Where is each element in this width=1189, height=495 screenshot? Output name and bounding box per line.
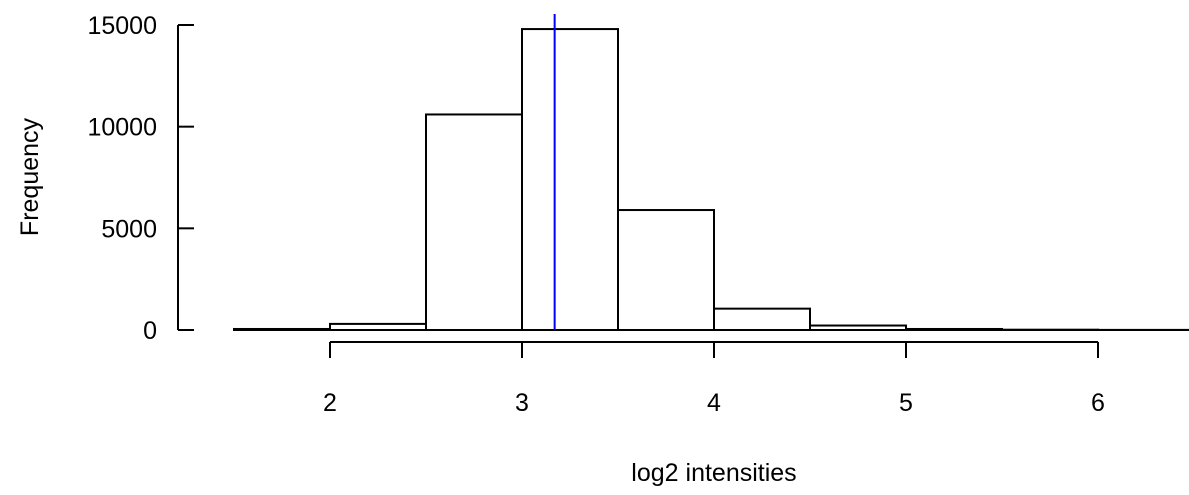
histogram-bar <box>713 307 811 331</box>
y-tick-label: 5000 <box>101 215 157 243</box>
x-tick-label: 5 <box>899 389 913 417</box>
histogram-bar <box>425 113 523 332</box>
histogram-bar <box>905 327 1003 332</box>
y-tick-label: 10000 <box>87 114 157 142</box>
x-axis-label: log2 intensities <box>631 459 796 487</box>
x-tick-label: 4 <box>707 389 721 417</box>
histogram-bar <box>617 209 715 332</box>
y-tick-label: 0 <box>143 317 157 345</box>
x-tick-label: 2 <box>323 389 337 417</box>
histogram-bar <box>809 324 907 332</box>
y-axis: 0 5000 10000 15000 <box>87 12 194 345</box>
bars-group <box>233 28 1189 332</box>
x-tick-label: 3 <box>515 389 529 417</box>
y-axis-label: Frequency <box>16 117 44 236</box>
y-tick-label: 15000 <box>87 12 157 40</box>
x-axis: 2 3 4 5 6 <box>323 341 1105 417</box>
x-tick-label: 6 <box>1091 389 1105 417</box>
histogram-bar <box>233 327 331 332</box>
histogram-bar <box>329 322 427 331</box>
histogram-bar <box>521 28 619 331</box>
